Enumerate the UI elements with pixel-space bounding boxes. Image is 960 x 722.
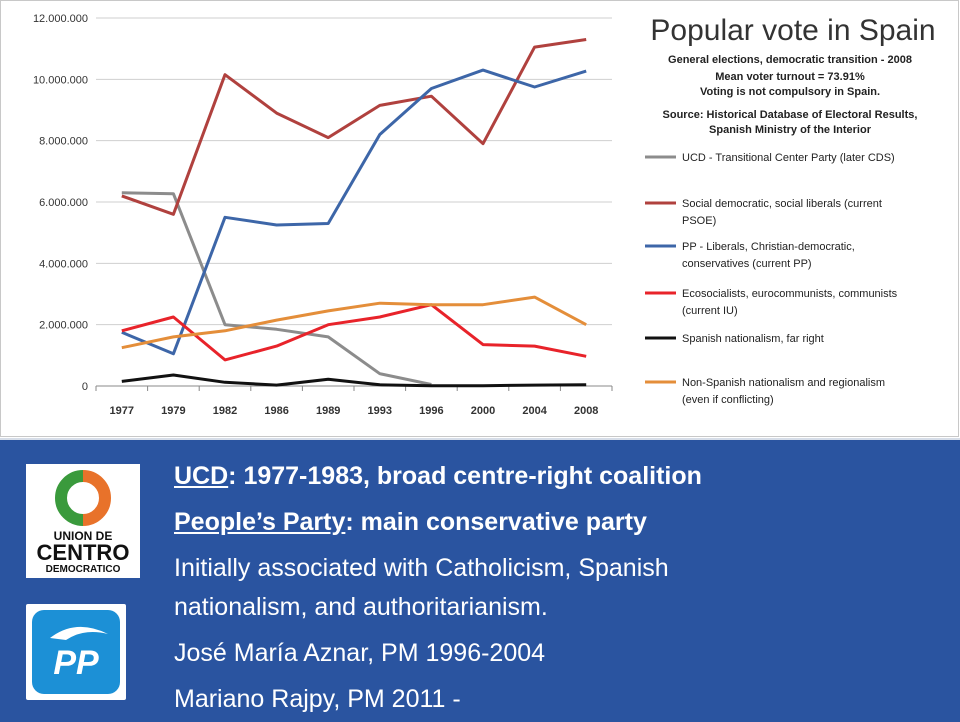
legend-label: Ecosocialists, eurocommunists, communist… [682, 288, 898, 300]
pp-description: : main conservative party [345, 508, 647, 536]
ucd-logo: UNION DE CENTRO DEMOCRATICO [26, 464, 140, 578]
svg-text:PP: PP [53, 644, 99, 682]
x-tick-label: 1996 [419, 405, 443, 417]
series-line [121, 191, 432, 386]
legend-label: PP - Liberals, Christian-democratic, [682, 241, 855, 253]
y-tick-label: 6.000.000 [39, 197, 88, 209]
series-line [121, 373, 587, 388]
ucd-description: : 1977-1983, broad centre-right coalitio… [228, 462, 702, 490]
chart-subtitle: Mean voter turnout = 73.91% [715, 71, 865, 83]
y-tick-label: 8.000.000 [39, 136, 88, 148]
y-tick-label: 10.000.000 [33, 74, 88, 86]
svg-text:UNION DE: UNION DE [54, 529, 113, 543]
chart-title: Popular vote in Spain [650, 14, 935, 47]
y-tick-label: 12.000.000 [33, 13, 88, 25]
legend-label: Social democratic, social liberals (curr… [682, 198, 882, 210]
x-tick-label: 1989 [316, 405, 340, 417]
chart-frame [0, 0, 959, 437]
bottom-panel [0, 438, 960, 722]
pp-logo-graphic: PP [32, 610, 120, 694]
legend-label: PSOE) [682, 215, 716, 227]
y-tick-label: 2.000.000 [39, 320, 88, 332]
x-tick-label: 1982 [213, 405, 237, 417]
chart-subtitle: General elections, democratic transition… [668, 54, 912, 66]
pp-link[interactable]: People’s Party [174, 508, 346, 536]
x-tick-label: 1986 [264, 405, 288, 417]
legend-label: (even if conflicting) [682, 394, 774, 406]
x-tick-label: 2000 [471, 405, 495, 417]
series-line [121, 303, 587, 362]
legend-label: (current IU) [682, 305, 738, 317]
bullet-ucd: UCD: 1977-1983, broad centre-right coali… [174, 461, 702, 491]
y-tick-label: 0 [82, 381, 88, 393]
ucd-link[interactable]: UCD [174, 462, 229, 490]
bullet-aznar: José María Aznar, PM 1996-2004 [174, 639, 546, 667]
series-line [121, 38, 587, 216]
chart-subtitle: Source: Historical Database of Electoral… [663, 109, 918, 121]
pp-logo: PP [26, 604, 126, 700]
chart-subtitle: Spanish Ministry of the Interior [709, 124, 872, 136]
x-tick-label: 1979 [161, 405, 185, 417]
bullet-rajoy: Mariano Rajpy, PM 2011 - [174, 685, 461, 713]
ucd-logo-graphic: UNION DE CENTRO DEMOCRATICO [37, 470, 130, 575]
x-tick-label: 1993 [368, 405, 392, 417]
y-tick-label: 4.000.000 [39, 258, 88, 270]
bullet-association-line2: nationalism, and authoritarianism. [174, 593, 548, 621]
legend-label: conservatives (current PP) [682, 258, 812, 270]
series-line [121, 68, 587, 356]
legend-label: Spanish nationalism, far right [682, 333, 824, 345]
svg-text:DEMOCRATICO: DEMOCRATICO [46, 564, 121, 575]
line-chart: 0 2.000.000 4.000.000 6.000.000 8.000.000 10.… [0, 0, 959, 437]
x-tick-label: 2008 [574, 405, 598, 417]
chart-panel: 0 2.000.000 4.000.000 6.000.000 8.000.000 10.… [0, 0, 960, 438]
x-tick-label: 1977 [110, 405, 134, 417]
series-line [121, 295, 587, 350]
legend-label: Non-Spanish nationalism and regionalism [682, 377, 885, 389]
legend-label: UCD - Transitional Center Party (later C… [682, 152, 895, 164]
chart-subtitle: Voting is not compulsory in Spain. [700, 86, 880, 98]
bullet-pp: People’s Party: main conservative party [174, 507, 647, 537]
svg-text:CENTRO: CENTRO [37, 540, 130, 565]
bullet-association-line1: Initially associated with Catholicism, S… [174, 554, 669, 582]
x-tick-label: 2004 [522, 405, 547, 417]
